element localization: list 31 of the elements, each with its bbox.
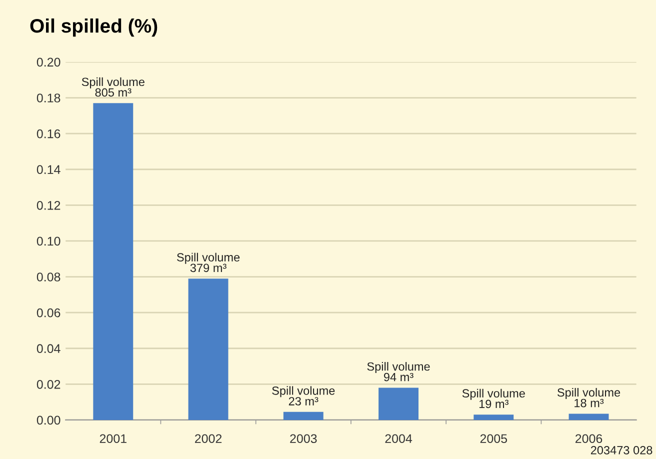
y-tick-label: 0.06 [36, 308, 60, 318]
annotation: Spill volume 94 m³ [367, 362, 430, 382]
bar [568, 414, 609, 420]
x-tick-label: 2004 [385, 434, 412, 444]
bar [93, 103, 134, 420]
y-tick-label: 0.18 [36, 94, 60, 102]
y-tick-label: 0.14 [36, 165, 60, 174]
x-tick-label: 2001 [100, 434, 126, 444]
annotation: Spill volume 23 m³ [272, 386, 335, 406]
annotation: Spill volume 18 m³ [557, 388, 620, 408]
x-tick-label: 2006 [575, 434, 602, 444]
y-tick-label: 0.08 [36, 272, 60, 282]
y-tick-label: 0.12 [36, 200, 60, 210]
bar [188, 278, 228, 420]
annotation: Spill volume 805 m³ [82, 77, 144, 97]
x-tick-label: 2005 [480, 434, 508, 444]
y-tick-label: 0.00 [36, 416, 60, 425]
annotation: Spill volume 379 m³ [176, 252, 240, 272]
annotation: Spill volume 19 m³ [462, 388, 525, 408]
bar [283, 412, 324, 420]
bar [474, 414, 514, 420]
y-tick-label: 0.04 [36, 344, 60, 354]
y-tick-label: 0.10 [36, 236, 60, 246]
x-tick-label: 2003 [290, 434, 317, 444]
chart-title: Oil spilled (%) [30, 18, 158, 37]
bar [378, 388, 418, 420]
y-tick-label: 0.20 [36, 58, 60, 67]
y-tick-label: 0.16 [36, 129, 60, 138]
text: 203473 028 [590, 446, 652, 454]
x-tick-label: 2002 [195, 434, 222, 444]
y-tick-label: 0.02 [36, 380, 60, 389]
